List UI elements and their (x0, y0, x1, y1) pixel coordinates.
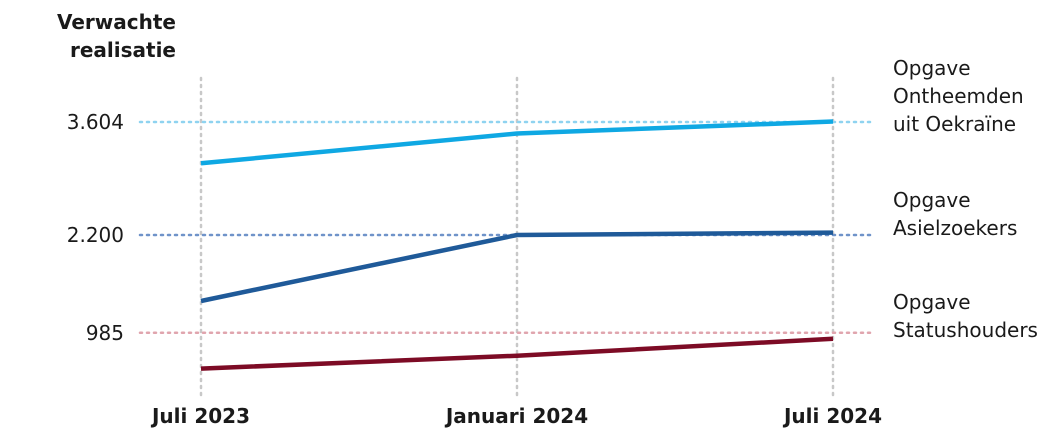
y-axis-title-line-1: Verwachte (56, 10, 176, 34)
annotation-asielzoekers: Opgave Asielzoekers (893, 186, 1059, 242)
annotation-oekraine: Opgave Ontheemden uit Oekraïne (893, 54, 1059, 138)
series-line-2 (200, 230, 834, 304)
x-tick-label-1: Juli 2023 (150, 404, 250, 428)
annotation-asielzoekers-line-1: Opgave (893, 188, 971, 212)
annotation-asielzoekers-line-2: Asielzoekers (893, 216, 1018, 240)
annotation-statushouders-line-2: Statushouders (893, 318, 1038, 342)
annotation-oekraine-line-1: Opgave (893, 56, 971, 80)
annotation-oekraine-line-3: uit Oekraïne (893, 112, 1017, 136)
annotation-statushouders-line-1: Opgave (893, 290, 971, 314)
y-axis-title: Verwachte realisatie (16, 8, 176, 64)
y-tick-label-3: 985 (86, 321, 124, 345)
annotation-oekraine-line-2: Ontheemden (893, 84, 1024, 108)
y-tick-label-2: 2.200 (67, 223, 124, 247)
y-axis-title-line-2: realisatie (69, 38, 176, 62)
x-tick-label-3: Juli 2024 (782, 404, 882, 428)
x-tick-label-2: Januari 2024 (444, 404, 588, 428)
annotation-statushouders: Opgave Statushouders (893, 288, 1059, 344)
y-tick-label-1: 3.604 (67, 110, 124, 134)
series-line-3 (200, 336, 834, 371)
series-line-1 (200, 119, 834, 166)
